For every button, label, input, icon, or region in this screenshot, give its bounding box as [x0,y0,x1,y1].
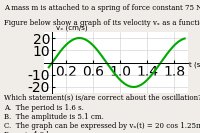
Text: Which statement(s) is/are correct about the oscillation?: Which statement(s) is/are correct about … [4,94,200,102]
Text: A mass m is attached to a spring of force constant 75 N/m and allowed to oscilla: A mass m is attached to a spring of forc… [4,4,200,12]
Text: A.  The period is 1.6 s.: A. The period is 1.6 s. [4,104,84,112]
Text: vₓ (cm/s): vₓ (cm/s) [56,24,87,31]
Text: C.  The graph can be expressed by vₓ(t) = 20 cos 1.25πt  in cm/s: C. The graph can be expressed by vₓ(t) =… [4,122,200,130]
Text: Figure below show a graph of its velocity vₓ as a function of time t.: Figure below show a graph of its velocit… [4,19,200,27]
Text: D.  m is 4.9 kg.: D. m is 4.9 kg. [4,131,57,133]
Text: t (s): t (s) [189,62,200,68]
Text: B.  The amplitude is 5.1 cm.: B. The amplitude is 5.1 cm. [4,113,104,121]
